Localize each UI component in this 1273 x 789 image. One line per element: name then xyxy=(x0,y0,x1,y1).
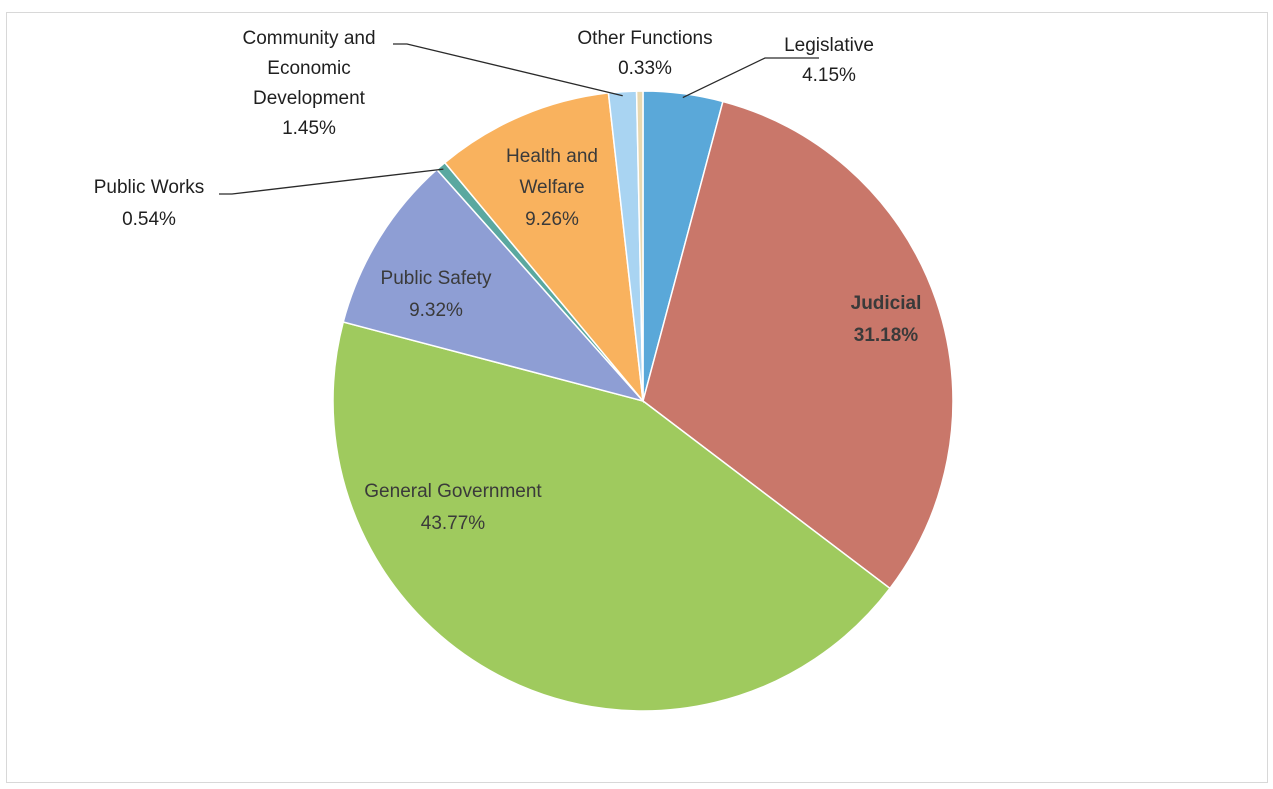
slice-value-judicial: 31.18% xyxy=(854,325,919,346)
slice-value-legislative: 4.15% xyxy=(802,65,856,86)
leader-line-public-works xyxy=(219,168,444,195)
slice-label-general-government: General Government xyxy=(364,481,542,502)
slice-label-public-works: Public Works xyxy=(94,177,205,198)
slice-value-general-government: 43.77% xyxy=(421,513,486,534)
slice-label-legislative: Legislative xyxy=(784,35,874,56)
pie-slice-health-and-welfare xyxy=(443,92,645,404)
slice-value-public-safety: 9.32% xyxy=(409,300,463,321)
slice-label-judicial: Judicial xyxy=(851,293,922,314)
leader-line-community-and-economic-development xyxy=(393,43,623,97)
pie-slice-public-safety xyxy=(342,168,646,403)
slice-label-community-and-economic-development-line-3: Development xyxy=(253,88,366,109)
slice-label-community-and-economic-development-line-2: Economic xyxy=(267,58,350,79)
slice-value-public-works: 0.54% xyxy=(122,209,176,230)
pie-slice-other-functions xyxy=(635,90,644,402)
pie-slice-general-government xyxy=(332,321,892,712)
slice-label-health-and-welfare-line-1: Health and xyxy=(506,146,598,167)
chart-frame: Legislative 4.15% Judicial 31.18% General Go… xyxy=(6,12,1268,783)
slice-value-community-and-economic-development: 1.45% xyxy=(282,118,336,139)
pie-slice-judicial xyxy=(642,100,954,590)
slice-label-health-and-welfare-line-2: Welfare xyxy=(519,177,584,198)
slice-value-health-and-welfare: 9.26% xyxy=(525,209,579,230)
slice-label-public-safety: Public Safety xyxy=(381,268,492,289)
slice-label-community-and-economic-development-line-1: Community and xyxy=(242,28,375,49)
leader-line-legislative xyxy=(682,57,819,99)
slice-value-other-functions: 0.33% xyxy=(618,58,672,79)
slice-label-other-functions: Other Functions xyxy=(577,28,712,49)
pie-chart: Legislative 4.15% Judicial 31.18% General Go… xyxy=(94,28,954,712)
